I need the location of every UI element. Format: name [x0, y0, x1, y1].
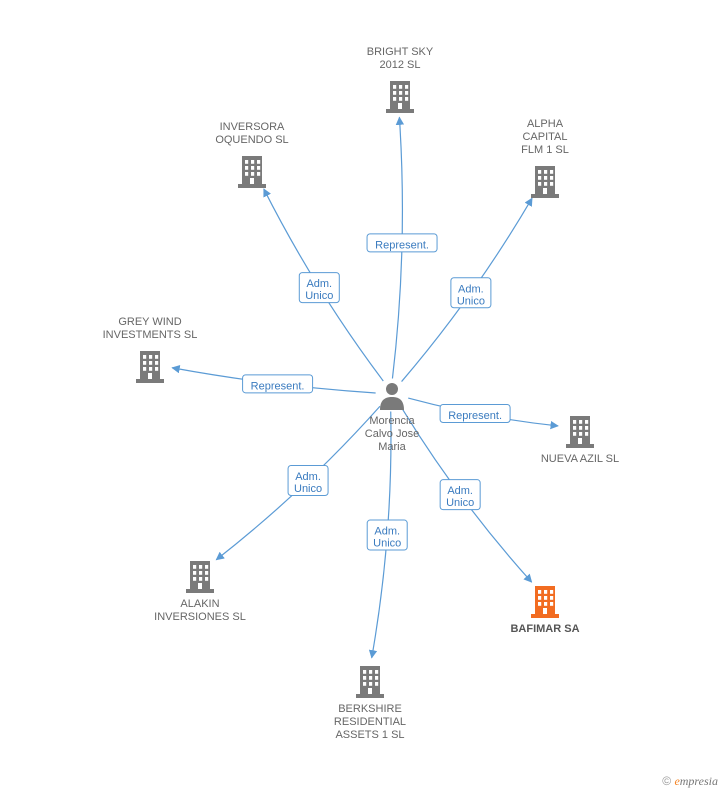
company-label: FLM 1 SL: [521, 144, 569, 156]
company-label: BERKSHIRE: [338, 703, 402, 715]
edge-label-alpha: Adm.Unico: [451, 278, 491, 308]
copyright-symbol: ©: [662, 774, 671, 788]
edge-label-bright: Represent.: [367, 234, 437, 252]
center-label: Morencia: [369, 415, 415, 427]
company-label: 2012 SL: [380, 59, 421, 71]
center-person-node: MorenciaCalvo JoseMaria: [365, 383, 419, 453]
edge-labels-layer: Represent.Adm.UnicoRepresent.Adm.UnicoAd…: [243, 234, 511, 550]
building-icon: [531, 166, 559, 198]
edge-label-text: Adm.: [447, 485, 473, 497]
building-icon: [238, 156, 266, 188]
edge-label-berkshire: Adm.Unico: [367, 520, 407, 550]
person-icon: [380, 383, 404, 410]
company-node-alpha: ALPHACAPITALFLM 1 SL: [521, 118, 569, 198]
company-label: RESIDENTIAL: [334, 716, 406, 728]
network-diagram: Represent.Adm.UnicoRepresent.Adm.UnicoAd…: [0, 0, 728, 795]
company-node-alakin: ALAKININVERSIONES SL: [154, 561, 246, 623]
edges-layer: [172, 117, 558, 657]
company-node-nueva: NUEVA AZIL SL: [541, 416, 619, 465]
company-label: GREY WIND: [118, 316, 181, 328]
company-label: NUEVA AZIL SL: [541, 453, 619, 465]
company-label: ALAKIN: [180, 598, 219, 610]
building-icon: [531, 586, 559, 618]
building-icon: [186, 561, 214, 593]
company-label: INVESTMENTS SL: [103, 329, 198, 341]
edge-label-nueva: Represent.: [440, 404, 510, 422]
edge-label-text: Adm.: [374, 526, 400, 538]
company-label: INVERSIONES SL: [154, 611, 246, 623]
company-label: BAFIMAR SA: [510, 623, 579, 635]
edge-label-text: Unico: [446, 497, 474, 509]
brand-rest: mpresia: [680, 774, 718, 788]
edge-label-text: Adm.: [458, 283, 484, 295]
company-node-berkshire: BERKSHIRERESIDENTIALASSETS 1 SL: [334, 666, 406, 741]
credit-line: © empresia: [662, 774, 718, 789]
edge-label-grey: Represent.: [243, 375, 313, 393]
edge-label-text: Unico: [305, 290, 333, 302]
company-node-inversora: INVERSORAOQUENDO SL: [215, 121, 288, 188]
edge-label-bafimar: Adm.Unico: [440, 480, 480, 510]
building-icon: [386, 81, 414, 113]
edge-label-text: Adm.: [295, 471, 321, 483]
building-icon: [356, 666, 384, 698]
edge-label-alakin: Adm.Unico: [288, 465, 328, 495]
edge-label-inversora: Adm.Unico: [299, 273, 339, 303]
company-node-grey: GREY WINDINVESTMENTS SL: [103, 316, 198, 383]
nodes-layer: MorenciaCalvo JoseMaria BRIGHT SKY2012 SL…: [103, 46, 620, 741]
edge-label-text: Represent.: [448, 410, 502, 422]
building-icon: [566, 416, 594, 448]
center-label: Maria: [378, 441, 406, 453]
edge-label-text: Adm.: [306, 278, 332, 290]
company-node-bright: BRIGHT SKY2012 SL: [367, 46, 434, 113]
edge-label-text: Represent.: [375, 239, 429, 251]
edge-label-text: Unico: [294, 483, 322, 495]
company-node-bafimar: BAFIMAR SA: [510, 586, 579, 635]
edge-label-text: Represent.: [251, 380, 305, 392]
building-icon: [136, 351, 164, 383]
company-label: ALPHA: [527, 118, 564, 130]
edge-label-text: Unico: [373, 538, 401, 550]
edge-label-text: Unico: [457, 295, 485, 307]
company-label: BRIGHT SKY: [367, 46, 434, 58]
company-label: INVERSORA: [220, 121, 285, 133]
company-label: OQUENDO SL: [215, 134, 288, 146]
center-label: Calvo Jose: [365, 428, 419, 440]
company-label: ASSETS 1 SL: [335, 729, 404, 741]
company-label: CAPITAL: [522, 131, 567, 143]
